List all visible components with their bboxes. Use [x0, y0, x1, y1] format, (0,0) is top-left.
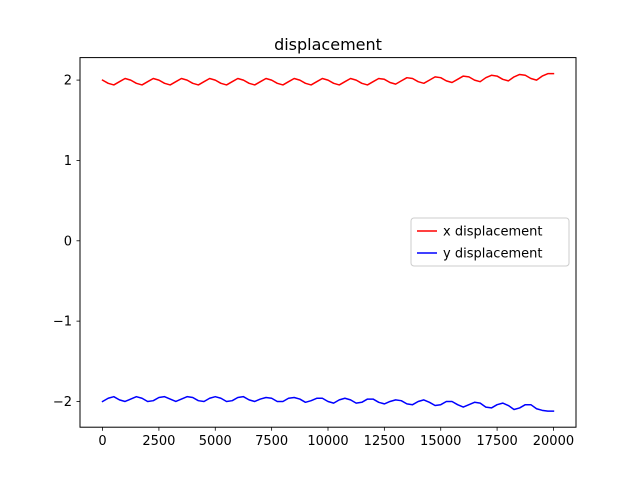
x-axis-ticks: 0 2500 5000 7500 10000 12500 15000 17500 20000: [98, 427, 574, 449]
y-axis-ticks: 2 1 0 −1 −2: [53, 74, 80, 410]
legend: x displacement y displacement: [410, 217, 570, 267]
x-tick-label: 15000: [420, 434, 461, 449]
x-tick-label: 10000: [307, 434, 348, 449]
y-tick-label: −2: [53, 395, 72, 410]
x-tick-label: 5000: [199, 434, 232, 449]
x-tick-label: 0: [98, 434, 106, 449]
legend-label-x-displacement: x displacement: [443, 225, 542, 240]
x-tick-label: 2500: [142, 434, 175, 449]
y-tick-label: −1: [53, 315, 72, 330]
x-tick-label: 17500: [476, 434, 517, 449]
y-tick-label: 1: [64, 154, 72, 169]
legend-box: [410, 217, 570, 267]
x-tick-label: 7500: [255, 434, 288, 449]
chart-title: displacement: [274, 35, 382, 54]
x-tick-label: 12500: [364, 434, 405, 449]
y-tick-label: 0: [64, 234, 72, 249]
series-line-y-displacement: [101, 395, 555, 412]
y-tick-label: 2: [64, 74, 72, 89]
series-layer: [101, 72, 555, 412]
series-line-x-displacement: [101, 72, 555, 86]
x-tick-label: 20000: [533, 434, 574, 449]
legend-label-y-displacement: y displacement: [443, 247, 542, 262]
